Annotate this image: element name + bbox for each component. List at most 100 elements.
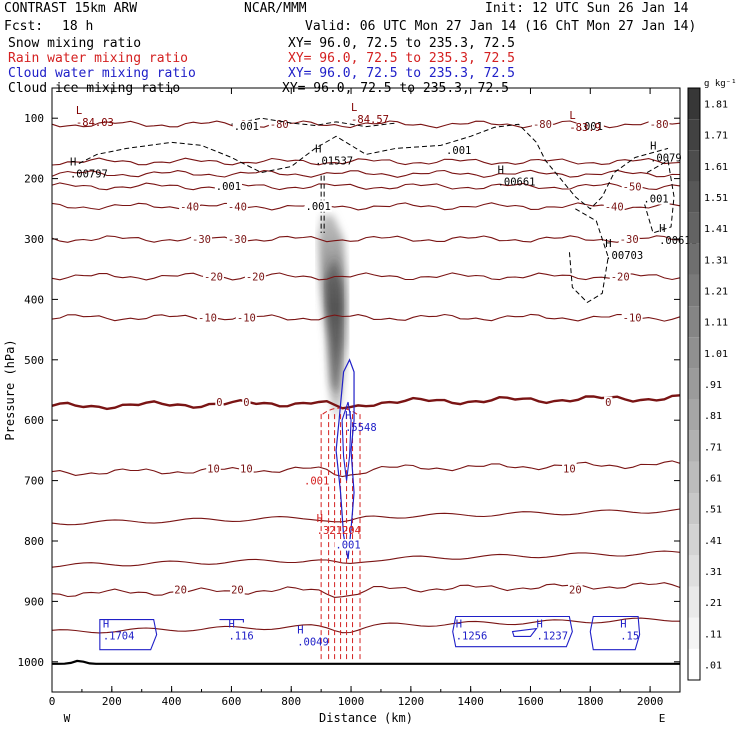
isotherm-label--40-1-bg [226,200,248,213]
isotherm-label--80-2-bg [531,118,553,131]
isotherm-label--20-0: -20 [204,271,223,283]
extremum-value-3: .01537 [315,155,353,167]
isotherm-label-10-2-bg [562,463,577,475]
colorbar-segment-6 [688,461,700,494]
field-xy-cloud-water: XY= 96.0, 72.5 to 235.3, 72.5 [288,66,515,81]
isotherm-label-10-1-bg [239,463,254,475]
isotherm-label--40-2-bg [603,200,625,213]
valid-time: Valid: 06 UTC Mon 27 Jan 14 (16 ChT Mon … [305,19,697,34]
colorbar-segment-16 [688,150,700,182]
contour-value-label-6: .001 [304,476,329,488]
colorbar-segment-8 [688,399,700,431]
isotherm-warm-1 [51,550,681,568]
colorbar-segment-13 [688,243,700,275]
extremum-marker-8: H [659,223,665,235]
y-tick-label-4: 500 [24,354,44,367]
colorbar: .01 .11 .21 .31 .41 .51 .61 .71 .81 .91 1.01 1.11 1.… [687,79,737,681]
plot-frame [51,87,681,693]
extremum-value-4: .00797 [70,169,108,181]
fcst-value: 18 h [62,19,94,34]
x-tick-label-7: 1400 [457,695,484,708]
west-label: W [64,712,71,725]
colorbar-frame [687,87,701,681]
colorbar-label-17: 1.71 [704,131,728,142]
isotherm-label--30-2-bg [618,233,640,245]
colorbar-label-11: 1.11 [704,318,728,329]
extremum-value-14: .1256 [456,631,488,643]
isotherm-label--30-1-bg [226,233,248,245]
cloud-water-tower [335,358,355,560]
extremum-marker-12: H [228,619,234,631]
extremum-marker-2: L [569,110,575,122]
isotherm--10 [51,313,681,322]
isotherm-label--50-0-bg [621,180,643,193]
isotherm-label--80-3-bg [648,118,670,131]
colorbar-segment-10 [688,337,700,369]
extremum-marker-1: L [351,102,357,114]
extremum-marker-13: H [297,625,303,637]
extremum-value-10: .321204 [317,525,361,537]
isotherm-label--20-1: -20 [246,271,265,283]
colorbar-label-18: 1.81 [704,100,728,111]
contour-value-label-5-bg [642,193,670,205]
isotherm-label-10-0: 10 [207,464,220,476]
colorbar-label-12: 1.21 [704,287,728,298]
contour-value-label-3-bg [214,180,243,192]
contour-value-label-0-bg [232,120,260,133]
y-tick-label-0: 100 [24,112,44,125]
colorbar-label-0: .01 [704,660,722,671]
extremum-value-11: .1704 [103,631,135,643]
colorbar-label-3: .31 [704,567,722,578]
colorbar-segment-4 [688,524,700,556]
colorbar-segment-5 [688,493,700,525]
isotherm-label-10-1: 10 [240,464,253,476]
colorbar-label-5: .51 [704,505,722,516]
x-tick-label-1: 200 [102,695,122,708]
contour-value-label-7-bg [334,539,362,551]
colorbar-label-15: 1.51 [704,193,728,204]
extremum-value-13: .0049 [297,637,329,649]
isotherm-label--80-3: -80 [650,119,669,131]
colorbar-label-14: 1.41 [704,224,728,235]
isotherm-label-0-0-bg [215,396,224,409]
extremum-value-6: .0079 [650,152,682,164]
y-tick-label-5: 600 [24,414,44,427]
extremum-marker-14: H [456,619,462,631]
y-tick-label-7: 800 [24,535,44,548]
isotherm-label--20-1-bg [244,270,266,283]
extremum-marker-6: H [650,140,656,152]
extremum-value-7: .00703 [605,250,643,262]
plot-area: -80-80-80-80-50-40-40-40-30-30-30-20-20-… [51,102,697,665]
x-tick-label-0: 0 [49,695,56,708]
isotherm-10 [51,460,681,478]
fcst-label: Fcst: [4,19,44,34]
colorbar-label-4: .41 [704,536,722,547]
isotherm-label-10-2: 10 [563,464,576,476]
isotherm--70 [51,157,681,166]
isotherm-label--50-0: -50 [623,181,642,193]
isotherm--30 [51,235,681,243]
x-tick-label-9: 1800 [577,695,604,708]
isotherm-label--10-1-bg [235,312,257,324]
field-name-snow: Snow mixing ratio [8,36,142,51]
isotherm-label--10-0: -10 [198,313,217,325]
colorbar-segment-17 [688,119,700,151]
colorbar-label-6: .61 [704,473,722,484]
isotherm-label--40-0-bg [179,200,201,213]
east-label: E [659,712,666,725]
isotherm-warm-0 [51,508,681,526]
x-tick-label-8: 1600 [517,695,544,708]
colorbar-segment-18 [688,88,700,120]
isotherm-label-20-1-bg [230,583,245,596]
contour-value-label-4: .001 [306,201,331,213]
x-tick-label-5: 1000 [338,695,365,708]
colorbar-segment-9 [688,368,700,400]
isotherm-label--10-2: -10 [623,313,642,325]
contour-value-label-2: .001 [446,145,471,157]
isotherm-label--80-2: -80 [533,119,552,131]
isotherm-label-20-2-bg [568,583,583,596]
isotherm-label-20-0: 20 [174,584,187,596]
isotherm--20 [51,272,681,281]
